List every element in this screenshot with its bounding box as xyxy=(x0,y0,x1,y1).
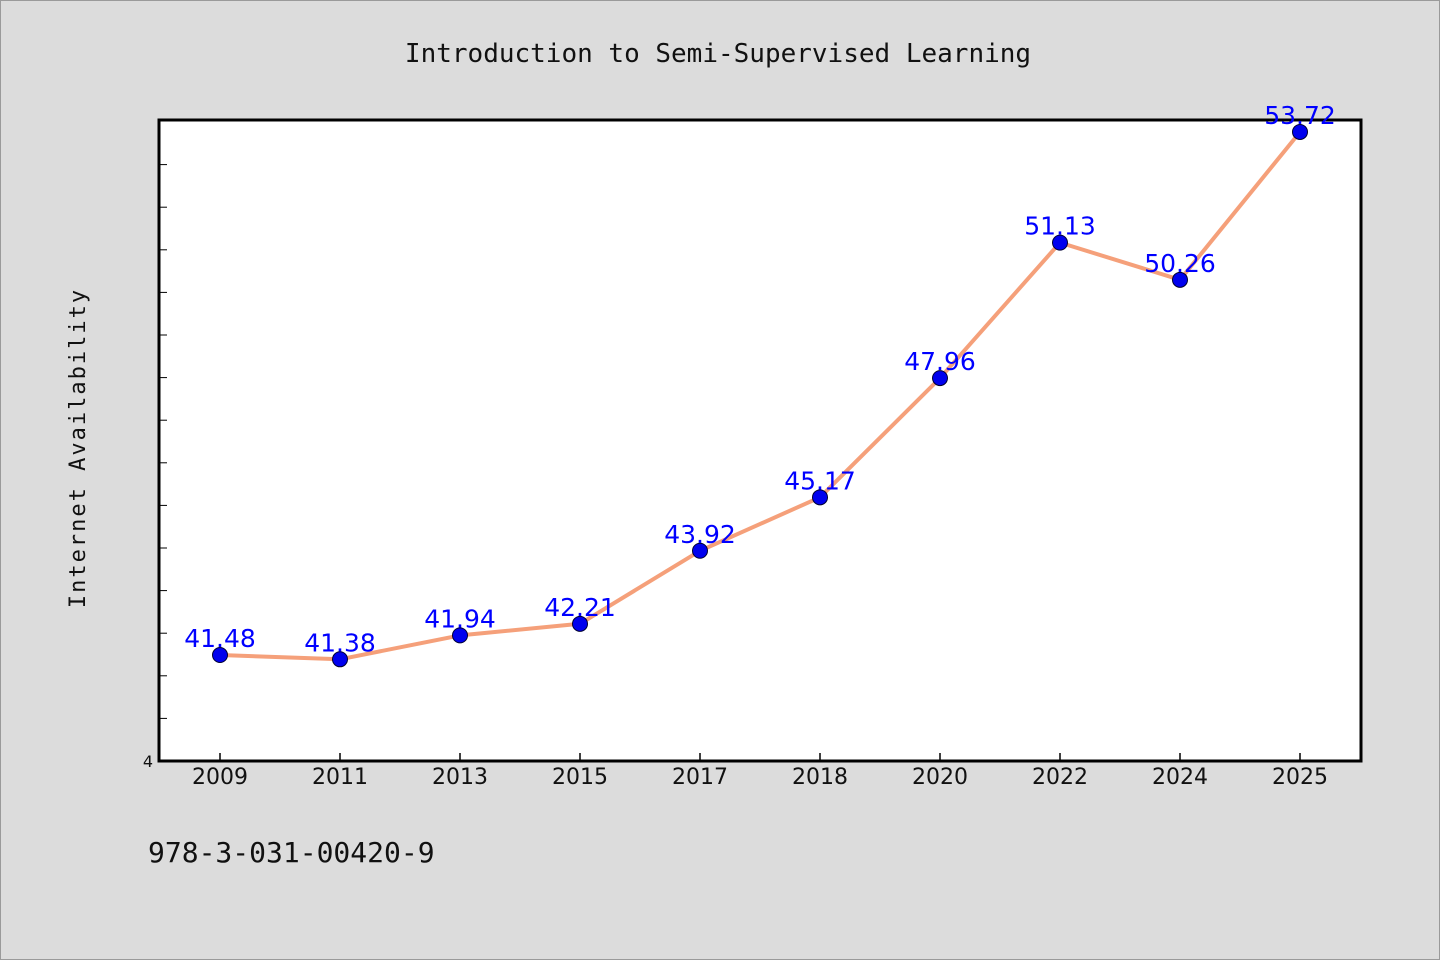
x-tick-label: 2020 xyxy=(912,765,968,790)
data-label: 41.94 xyxy=(424,604,496,633)
y-axis-label: Internet Availability xyxy=(66,288,91,608)
data-point-marker xyxy=(212,647,228,664)
series-line-group xyxy=(219,130,1302,662)
data-point-marker xyxy=(1052,234,1068,251)
y-tick-label: 4 xyxy=(143,752,153,771)
x-tick-label: 2013 xyxy=(432,765,488,790)
x-tick-label: 2017 xyxy=(672,765,728,790)
data-labels: 41.48 41.38 41.94 42.21 43.92 45.17 47.96 51.13… xyxy=(184,101,1336,657)
x-tick-label: 2009 xyxy=(192,765,248,790)
data-point-marker xyxy=(452,627,468,644)
chart-title: Introduction to Semi-Supervised Learning xyxy=(405,39,1031,69)
data-point-marker xyxy=(812,489,828,506)
x-tick-label: 2015 xyxy=(552,765,608,790)
data-label: 50.26 xyxy=(1144,249,1216,278)
y-axis-ticks: 4 xyxy=(143,164,167,771)
data-label: 42.21 xyxy=(544,593,616,622)
data-point-marker xyxy=(932,370,948,387)
series-line xyxy=(219,130,1302,662)
x-tick-label: 2024 xyxy=(1152,765,1208,790)
data-point-marker xyxy=(1292,123,1308,140)
x-axis-ticks: 2009 2011 2013 2015 2017 2018 2020 2022 2024 2025 xyxy=(192,753,1328,790)
isbn-text: 978-3-031-00420-9 xyxy=(148,836,435,869)
series-markers xyxy=(212,123,1308,668)
data-label: 51.13 xyxy=(1024,212,1096,241)
data-point-marker xyxy=(572,615,588,632)
data-label: 41.38 xyxy=(304,628,376,657)
x-tick-label: 2022 xyxy=(1032,765,1088,790)
data-label: 43.92 xyxy=(664,520,736,549)
data-label: 53.72 xyxy=(1264,101,1336,130)
data-point-marker xyxy=(1172,271,1188,288)
data-point-marker xyxy=(692,542,708,559)
x-tick-label: 2011 xyxy=(312,765,368,790)
x-tick-label: 2018 xyxy=(792,765,848,790)
data-label: 47.96 xyxy=(904,347,976,376)
data-label: 41.48 xyxy=(184,624,256,653)
data-point-marker xyxy=(332,651,348,668)
x-tick-label: 2025 xyxy=(1272,765,1328,790)
data-label: 45.17 xyxy=(784,466,856,495)
